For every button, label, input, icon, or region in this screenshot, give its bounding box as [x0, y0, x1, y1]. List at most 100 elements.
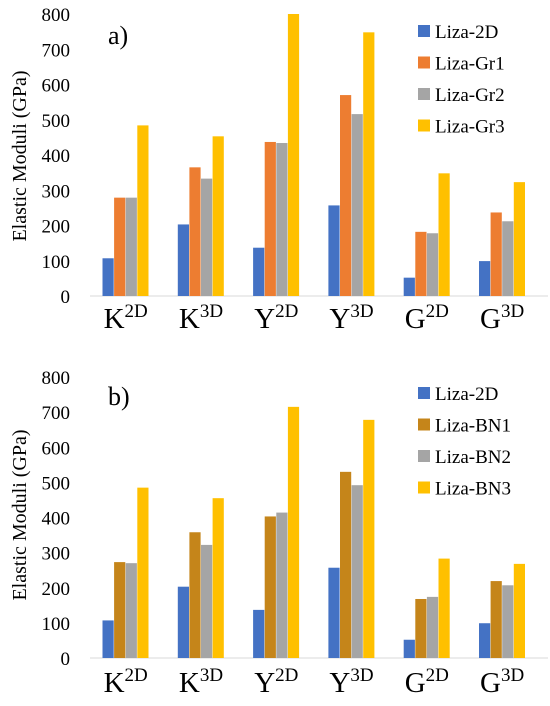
legend-swatch [418, 418, 430, 431]
bar-liza-bn3-y3d [363, 419, 375, 658]
y-tick-label: 500 [42, 473, 71, 494]
bar-liza-gr3-k3d [212, 136, 224, 296]
bar-liza-bn3-y2d [287, 406, 300, 658]
bar-liza-gr3-k2d [137, 125, 149, 296]
bar-liza-gr2-y3d [351, 114, 363, 296]
bar-liza-bn3-g2d [438, 558, 450, 658]
bar-liza-bn3-k3d [212, 498, 224, 658]
x-category-label: G2D [405, 665, 449, 699]
bar-liza-gr1-g2d [415, 231, 427, 296]
y-tick-label: 500 [42, 111, 71, 132]
bar-liza-bn1-g3d [490, 581, 502, 658]
legend-swatch [418, 450, 430, 462]
bar-liza-2d-g2d [403, 277, 415, 296]
bar-liza-gr3-y2d [287, 14, 300, 296]
y-tick-label: 800 [42, 368, 71, 389]
bar-liza-2d-y2d [253, 247, 265, 296]
bar-liza-bn2-g2d [426, 596, 439, 658]
x-category-label: Y3D [329, 301, 373, 335]
bar-liza-bn2-y3d [351, 485, 363, 658]
y-tick-label: 400 [42, 146, 71, 167]
y-tick-label: 400 [42, 509, 71, 530]
y-tick-label: 200 [42, 217, 71, 238]
chart-panel-1: 0 100 200 300 400 500 600 700 800 Elastic Moduli … [9, 5, 548, 335]
bar-liza-bn2-g3d [502, 585, 514, 658]
x-category-label: K2D [104, 301, 148, 335]
x-category-label: G3D [480, 301, 524, 335]
bar-liza-gr1-y2d [264, 141, 276, 296]
legend-entry: Liza-BN3 [435, 479, 511, 500]
legend-entry: Liza-BN1 [435, 416, 511, 437]
x-category-label: K3D [179, 665, 223, 699]
bar-liza-gr2-y2d [276, 143, 288, 296]
legend-entry: Liza-2D [435, 22, 498, 43]
bar-liza-gr3-g2d [438, 173, 450, 296]
bar-liza-gr2-g3d [502, 221, 514, 296]
bar-liza-2d-y2d [253, 609, 265, 658]
legend-entry: Liza-BN2 [435, 447, 511, 468]
legend-swatch [418, 387, 430, 399]
bar-liza-2d-y3d [328, 205, 340, 296]
bar-liza-bn2-k3d [201, 544, 213, 658]
legend-entry: Liza-Gr1 [435, 54, 505, 75]
bar-liza-2d-g3d [479, 261, 491, 296]
bar-liza-gr2-k2d [125, 197, 137, 296]
legend-entry: Liza-Gr2 [435, 85, 505, 106]
bar-liza-bn1-k2d [114, 562, 126, 658]
x-category-label: G2D [405, 301, 449, 335]
bar-liza-gr2-k3d [201, 178, 213, 296]
y-tick-label: 200 [42, 579, 71, 600]
legend-swatch [418, 25, 430, 37]
chart-panel-2: 0 100 200 300 400 500 600 700 800 Elastic Moduli … [9, 368, 548, 699]
legend-swatch [418, 56, 430, 69]
y-tick-label: 100 [42, 614, 71, 635]
bar-liza-gr1-g3d [490, 212, 502, 296]
bar-liza-bn1-k3d [189, 532, 201, 658]
bar-liza-gr1-k3d [189, 167, 201, 296]
y-tick-label: 700 [42, 40, 71, 61]
bar-liza-gr1-k2d [114, 197, 126, 296]
panel-label: a) [108, 21, 128, 50]
y-tick-label: 0 [61, 287, 71, 308]
y-tick-label: 100 [42, 252, 71, 273]
legend-swatch [418, 119, 430, 132]
bar-liza-gr2-g2d [426, 233, 439, 296]
bar-liza-2d-g2d [403, 639, 415, 658]
bar-liza-bn3-g3d [513, 563, 525, 658]
y-tick-label: 800 [42, 5, 71, 26]
bar-liza-bn1-y2d [264, 516, 276, 658]
panel-label: b) [108, 382, 130, 411]
bar-liza-gr3-y3d [363, 32, 375, 296]
x-category-label: Y3D [329, 665, 373, 699]
bar-liza-gr3-g3d [513, 182, 525, 296]
y-tick-label: 600 [42, 438, 71, 459]
y-axis-label: Elastic Moduli (GPa) [9, 70, 31, 241]
bar-liza-2d-g3d [479, 623, 491, 658]
bar-liza-2d-k3d [177, 586, 189, 658]
bar-liza-bn2-k2d [125, 563, 137, 658]
x-category-label: Y2D [254, 301, 298, 335]
x-category-label: Y2D [254, 665, 298, 699]
legend-entry: Liza-2D [435, 384, 498, 405]
x-category-label: K2D [104, 665, 148, 699]
bar-liza-bn1-g2d [415, 598, 427, 658]
y-axis-label: Elastic Moduli (GPa) [9, 429, 31, 600]
bar-liza-2d-y3d [328, 567, 340, 658]
bar-liza-gr1-y3d [340, 95, 352, 296]
bar-liza-bn2-y2d [276, 512, 288, 658]
y-tick-label: 700 [42, 403, 71, 424]
bar-liza-2d-k2d [102, 258, 114, 296]
legend-swatch [418, 481, 430, 494]
bar-liza-bn1-y3d [340, 471, 352, 658]
legend-entry: Liza-Gr3 [435, 117, 505, 138]
y-tick-label: 300 [42, 181, 71, 202]
y-tick-label: 0 [61, 649, 71, 670]
y-tick-label: 600 [42, 76, 71, 97]
x-category-label: G3D [480, 665, 524, 699]
bar-liza-bn3-k2d [137, 487, 149, 658]
bar-liza-2d-k2d [102, 620, 114, 658]
y-tick-label: 300 [42, 544, 71, 565]
x-category-label: K3D [179, 301, 223, 335]
